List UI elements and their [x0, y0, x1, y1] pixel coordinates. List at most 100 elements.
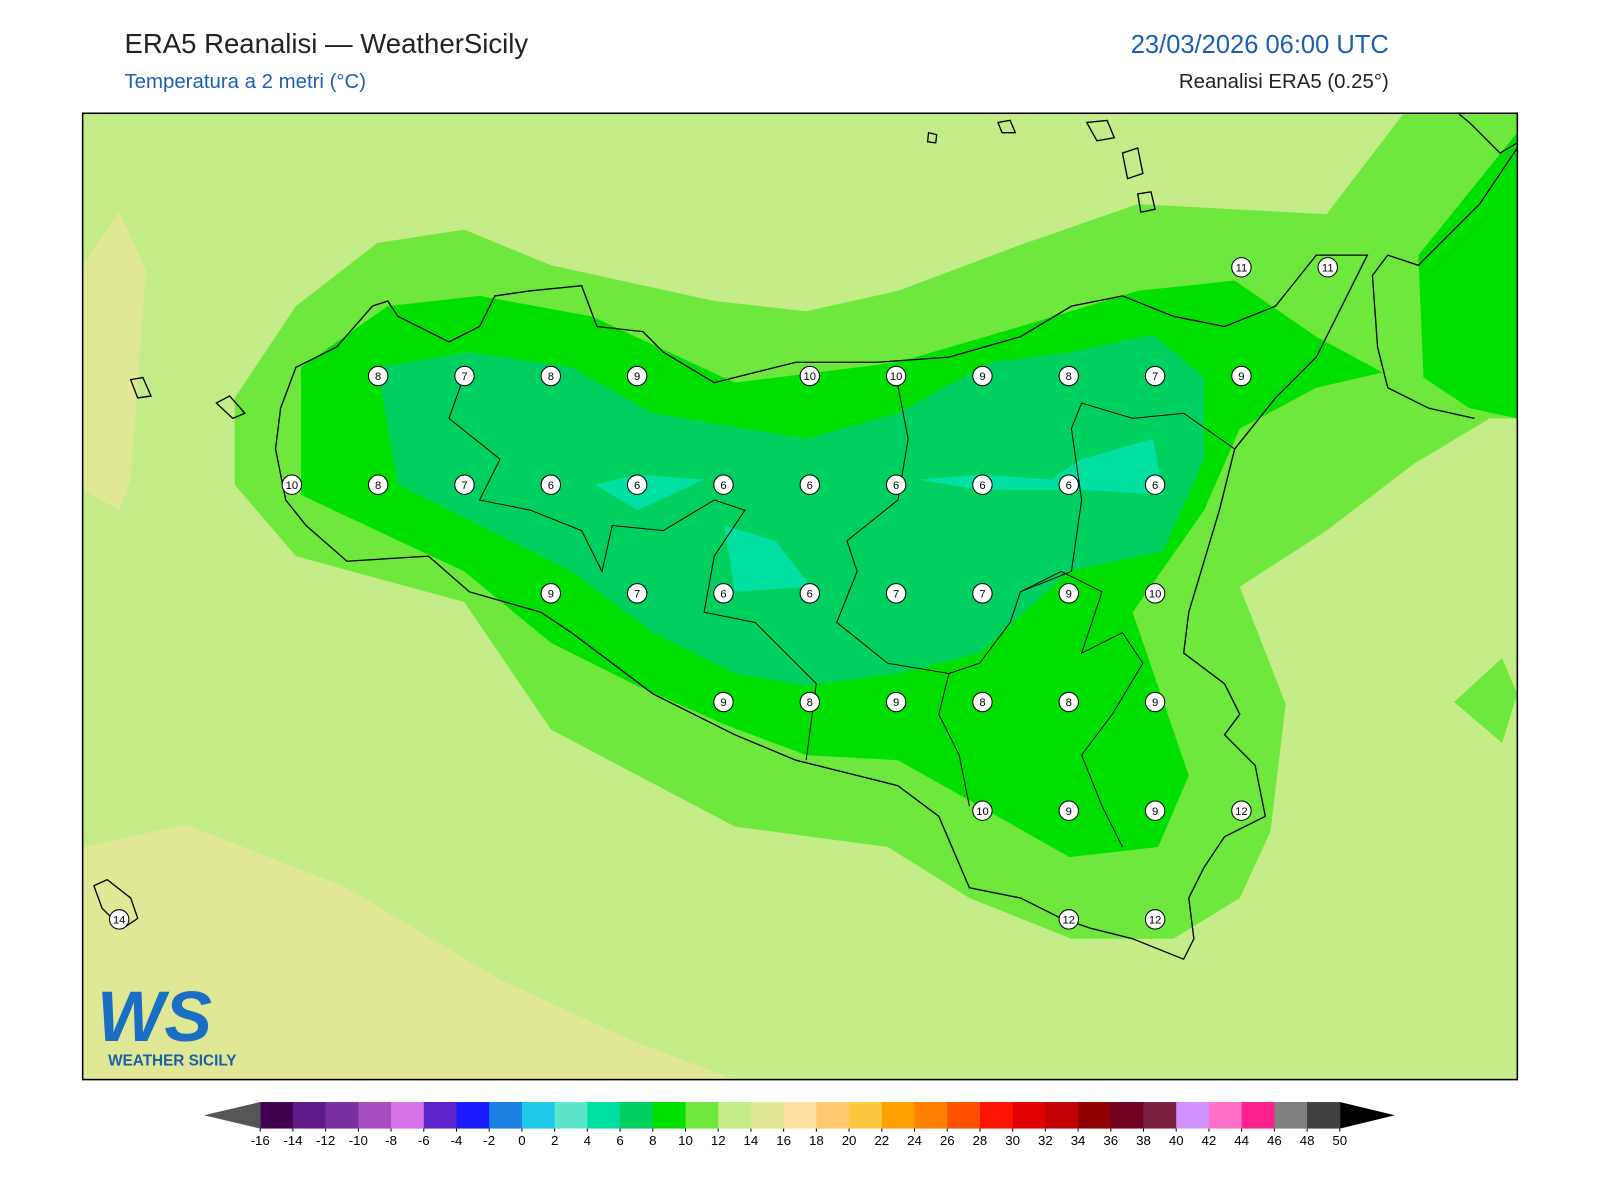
colorbar-tick-label: -6 [418, 1133, 430, 1148]
colorbar-tick-label: 22 [874, 1133, 889, 1148]
station-marker [540, 365, 562, 387]
colorbar-tick-label: -16 [251, 1133, 270, 1148]
station-marker [799, 691, 820, 713]
colorbar-segment [914, 1102, 948, 1129]
source: Reanalisi ERA5 (0.25°) [1179, 71, 1389, 93]
station-marker [454, 474, 475, 495]
station-value: 7 [461, 371, 467, 383]
station-value: 6 [548, 480, 554, 492]
subtitle: Temperatura a 2 metri (°C) [124, 71, 366, 93]
colorbar-tick-label: 18 [809, 1133, 824, 1148]
station-marker [713, 474, 734, 495]
map: 11 11 8 7 8 9 10 10 9 8 7 9 10 8 7 6 6 6 6 6 6 6 6 9 7 6 6 7 7 9 10 9 8 9… [81, 112, 1519, 1081]
station-marker [1058, 365, 1079, 387]
colorbar-tick-label: 32 [1038, 1133, 1053, 1148]
station-marker [1144, 691, 1166, 713]
logo-mark: WS [97, 977, 212, 1057]
station-value: 6 [979, 480, 985, 492]
colorbar-segment [423, 1102, 458, 1129]
colorbar-tick-label: 42 [1202, 1133, 1217, 1148]
station-value: 8 [1066, 371, 1072, 383]
colorbar-tick-label: -10 [349, 1133, 368, 1148]
station-marker [1144, 365, 1166, 387]
colorbar-tick-label: -8 [385, 1133, 397, 1148]
station-value: 10 [890, 371, 902, 383]
colorbar-tick-label: 28 [973, 1133, 988, 1148]
coastline-calabria [1371, 113, 1518, 420]
station-value: 7 [634, 588, 640, 600]
colorbar-segment [554, 1102, 588, 1129]
station-value: 9 [720, 697, 726, 709]
station-marker [885, 365, 907, 387]
station-marker [972, 691, 993, 713]
colorbar-segment [947, 1102, 981, 1129]
colorbar-segment [816, 1102, 850, 1129]
colorbar-tick-label: -2 [483, 1133, 495, 1148]
province-border [448, 375, 1235, 848]
colorbar-segment [849, 1102, 883, 1129]
colorbar-segment [521, 1102, 556, 1129]
colorbar-segment [1307, 1102, 1341, 1129]
colorbar-over [1339, 1102, 1395, 1129]
station-marker [713, 583, 734, 604]
station-marker [1058, 909, 1079, 930]
station-value: 6 [893, 480, 899, 492]
station-marker [1058, 691, 1079, 713]
station-marker [1231, 800, 1252, 821]
station-value: 7 [893, 588, 899, 600]
colorbar-tick-label: 30 [1005, 1133, 1020, 1148]
colorbar-tick-label: 48 [1300, 1133, 1315, 1148]
colorbar-segment [750, 1102, 785, 1129]
station-value: 6 [807, 588, 813, 600]
station-value: 12 [1235, 806, 1247, 818]
colorbar-tick-label: 6 [616, 1133, 623, 1148]
colorbar-segment [456, 1102, 490, 1129]
colorbar-segment [1176, 1102, 1210, 1129]
station-value: 9 [893, 697, 899, 709]
station-value: 9 [1066, 806, 1072, 818]
station-value: 6 [720, 588, 726, 600]
station-marker [1144, 800, 1166, 821]
valid-time: 23/03/2026 06:00 UTC [1131, 31, 1389, 59]
station-value: 9 [548, 588, 554, 600]
title: ERA5 Reanalisi — WeatherSicily [124, 28, 528, 59]
station-value: 8 [807, 697, 813, 709]
station-value: 12 [1063, 914, 1075, 926]
station-marker [1231, 257, 1252, 278]
colorbar-tick-label: 26 [940, 1133, 955, 1148]
station-marker [972, 365, 993, 387]
colorbar-segment [620, 1102, 654, 1129]
station-value: 14 [113, 914, 125, 926]
station-value: 10 [804, 371, 816, 383]
colorbar-segment [1078, 1102, 1112, 1129]
station-marker [1058, 474, 1079, 495]
station-marker [281, 474, 303, 495]
logo: WS WEATHER SICILY [97, 977, 237, 1069]
station-value: 9 [1152, 806, 1158, 818]
colorbar-segment [1143, 1102, 1177, 1129]
station-marker [885, 474, 907, 495]
colorbar-tick-label: 50 [1332, 1133, 1347, 1148]
colorbar-segment [1110, 1102, 1145, 1129]
stations: 11 11 8 7 8 9 10 10 9 8 7 9 10 8 7 6 6 6 6 6 6 6 6 9 7 6 6 7 7 9 10 9 8 9… [108, 257, 1338, 930]
station-marker [367, 474, 389, 495]
colorbar-tick-label: -12 [316, 1133, 335, 1148]
station-marker [626, 583, 648, 604]
colorbar-tick-label: 44 [1234, 1133, 1249, 1148]
station-value: 9 [979, 371, 985, 383]
field-8-10 [1418, 132, 1518, 419]
field-14-16 [82, 212, 146, 511]
station-value: 7 [1152, 371, 1158, 383]
colorbar-segment [881, 1102, 916, 1129]
colorbar-tick-label: 38 [1136, 1133, 1151, 1148]
colorbar-segment [292, 1102, 327, 1129]
station-marker [1144, 909, 1166, 930]
colorbar-tick-label: 36 [1103, 1133, 1118, 1148]
colorbar-tick-label: -4 [451, 1133, 463, 1148]
coastline [274, 254, 1369, 961]
logo-text: WEATHER SICILY [108, 1052, 236, 1069]
colorbar-tick-label: 16 [776, 1133, 791, 1148]
station-marker [972, 583, 993, 604]
colorbar-segment [489, 1102, 523, 1129]
